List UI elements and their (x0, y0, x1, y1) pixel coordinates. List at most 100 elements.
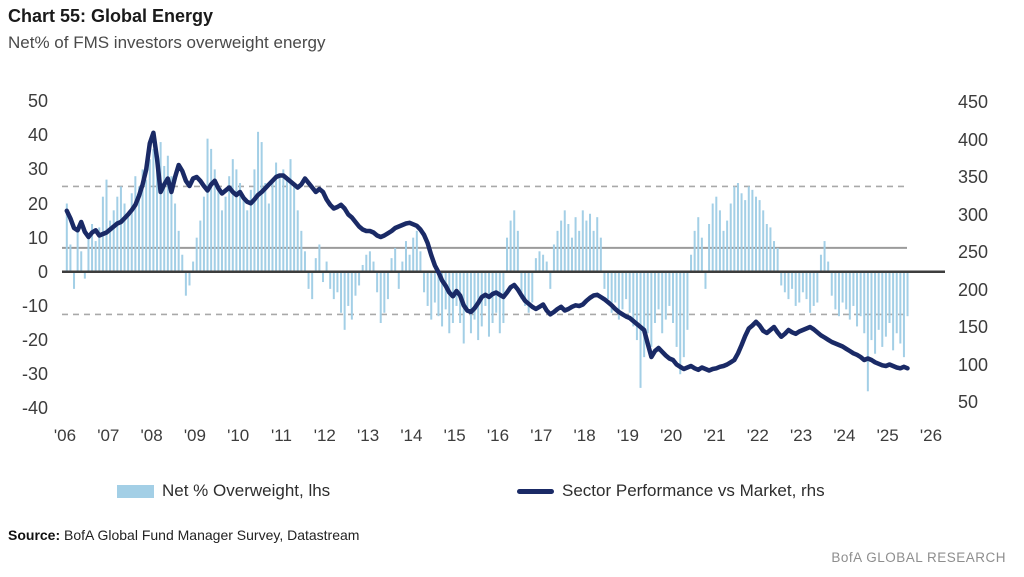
overweight-bar (325, 261, 328, 272)
overweight-bar (242, 196, 245, 272)
overweight-bar (682, 271, 685, 358)
overweight-bar (444, 271, 447, 310)
overweight-bar (527, 271, 530, 313)
overweight-bar (769, 227, 772, 272)
overweight-bar (650, 271, 653, 347)
overweight-bar (336, 271, 339, 293)
overweight-bar (318, 244, 321, 272)
overweight-bar (852, 271, 855, 306)
overweight-bar (285, 176, 288, 272)
line-swatch-icon (517, 488, 554, 494)
overweight-bar (65, 203, 68, 272)
overweight-bar (412, 237, 415, 272)
overweight-bar (621, 271, 624, 310)
overweight-bar (419, 251, 422, 272)
overweight-bar (397, 271, 400, 289)
overweight-bar (361, 264, 364, 272)
overweight-bar (487, 271, 490, 337)
y-axis-right-tick: 200 (958, 279, 989, 300)
overweight-bar (376, 271, 379, 293)
overweight-bar (372, 261, 375, 272)
overweight-bar (812, 271, 815, 306)
overweight-bar (473, 271, 476, 320)
overweight-bar (423, 271, 426, 293)
y-axis-left-tick: -10 (21, 295, 48, 316)
overweight-bar (192, 261, 195, 272)
overweight-bar (798, 271, 801, 303)
overweight-bar (866, 271, 869, 392)
overweight-bar (174, 203, 177, 272)
y-axis-left-tick: 10 (27, 227, 48, 248)
overweight-bar (837, 271, 840, 317)
overweight-bar (109, 220, 112, 272)
overweight-bar (668, 271, 671, 306)
overweight-bar (430, 271, 433, 320)
overweight-bar (610, 271, 613, 313)
overweight-bar (726, 220, 729, 272)
overweight-bar (253, 169, 256, 272)
overweight-bar (552, 244, 555, 272)
overweight-bar (870, 271, 873, 341)
overweight-bar (787, 271, 790, 300)
overweight-bar (498, 271, 501, 334)
x-axis-tick: '21 (703, 426, 726, 445)
overweight-bar (744, 200, 747, 272)
y-axis-right-tick: 300 (958, 204, 989, 225)
overweight-bar (661, 271, 664, 334)
overweight-bar (834, 271, 837, 310)
overweight-bar (390, 258, 393, 272)
overweight-bar (632, 271, 635, 327)
overweight-bar (646, 271, 649, 334)
overweight-bar (188, 271, 191, 286)
overweight-bar (235, 169, 238, 272)
overweight-bar (112, 210, 115, 272)
overweight-bar (314, 258, 317, 272)
overweight-bar (542, 254, 545, 272)
overweight-bar (105, 179, 108, 272)
y-axis-left-tick: 30 (27, 159, 48, 180)
overweight-bar (635, 271, 638, 341)
performance-line (64, 130, 910, 373)
x-axis-tick: '06 (53, 426, 77, 445)
overweight-bar (902, 271, 905, 358)
x-axis-tick: '19 (616, 426, 639, 445)
overweight-bar (354, 271, 357, 296)
overweight-bar (213, 169, 216, 272)
overweight-bar (195, 237, 198, 272)
overweight-bar (549, 271, 552, 289)
overweight-bar (899, 271, 902, 344)
overweight-bar (87, 237, 90, 272)
overweight-bar (664, 271, 667, 320)
overweight-bar (704, 271, 707, 289)
overweight-bar (751, 189, 754, 272)
legend-label-overweight: Net % Overweight, lhs (162, 481, 331, 500)
overweight-bar (592, 230, 595, 272)
overweight-bar (350, 271, 353, 320)
overweight-bar (513, 210, 516, 272)
overweight-bar (801, 271, 804, 293)
overweight-bar (718, 210, 721, 272)
x-axis-tick: '09 (183, 426, 206, 445)
overweight-bar (856, 271, 859, 327)
overweight-bar (289, 159, 292, 272)
overweight-bar (809, 271, 812, 313)
overweight-bar (711, 203, 714, 272)
y-axis-left-tick: -40 (21, 398, 48, 419)
overweight-bar (466, 271, 469, 313)
legend-label-performance: Sector Performance vs Market, rhs (562, 481, 825, 500)
overweight-bar (271, 179, 274, 272)
overweight-bar (585, 220, 588, 272)
overweight-bar (578, 230, 581, 272)
overweight-bar (780, 271, 783, 286)
overweight-bar (123, 203, 126, 272)
overweight-bar (264, 183, 267, 272)
overweight-bar (83, 271, 86, 279)
overweight-bar (599, 237, 602, 272)
y-axis-right-tick: 250 (958, 242, 989, 262)
x-axis-tick: '25 (876, 426, 899, 445)
x-axis-tick: '07 (97, 426, 120, 445)
overweight-bar (69, 244, 72, 272)
overweight-bar (152, 148, 155, 272)
y-axis-right-tick: 450 (958, 92, 989, 112)
